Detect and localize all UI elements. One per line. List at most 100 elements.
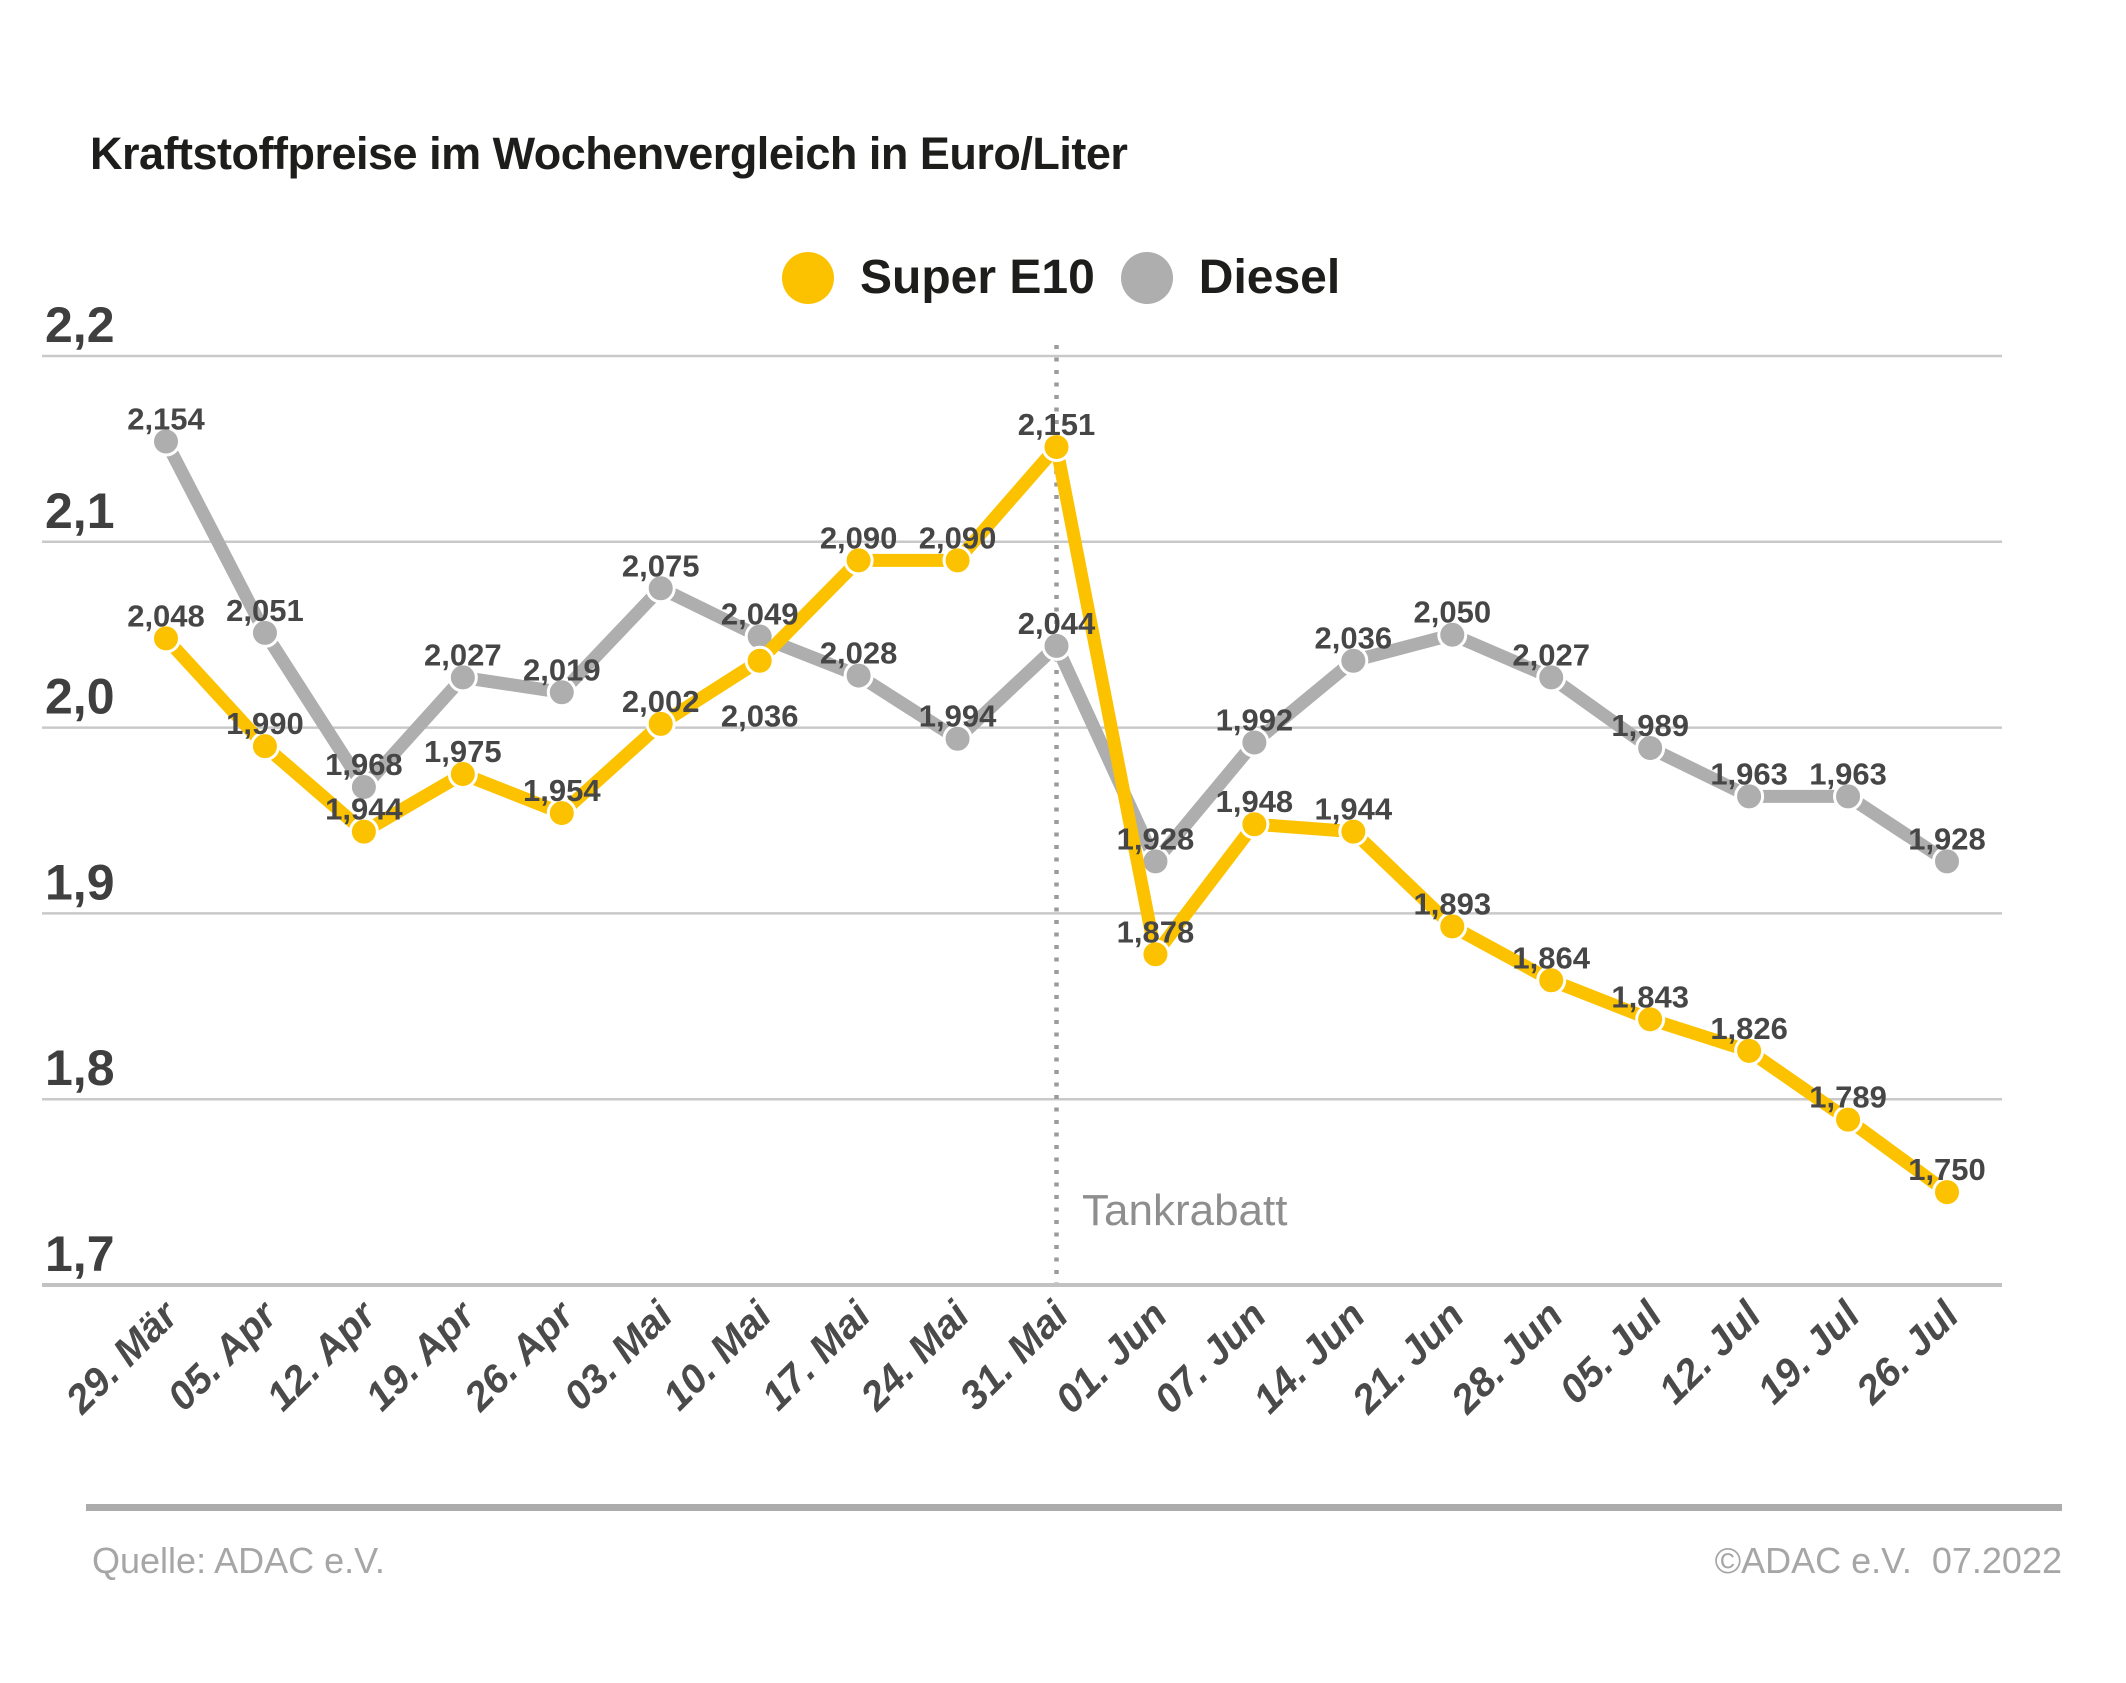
data-point-super-e10 — [348, 816, 379, 847]
data-point-super-e10 — [942, 545, 973, 576]
legend-label-diesel: Diesel — [1198, 251, 1341, 304]
data-point-label-diesel: 1,992 — [1216, 702, 1294, 737]
data-point-super-e10 — [1041, 432, 1072, 463]
data-point-super-e10 — [843, 545, 874, 576]
data-point-label-diesel: 1,963 — [1809, 756, 1887, 791]
data-point-label-diesel: 2,154 — [127, 401, 205, 436]
data-point-label-diesel: 2,027 — [1512, 637, 1590, 672]
source-text: Quelle: ADAC e.V. — [92, 1540, 385, 1581]
data-point-label-super-e10: 1,878 — [1117, 914, 1195, 949]
data-point-super-e10 — [1833, 1104, 1864, 1135]
data-point-diesel — [645, 573, 676, 604]
data-point-label-super-e10: 1,975 — [424, 734, 502, 769]
x-axis-label: 05. Apr — [159, 1292, 287, 1420]
x-axis-label: 12. Jul — [1650, 1293, 1770, 1413]
data-point-label-super-e10: 2,002 — [622, 684, 700, 719]
data-point-diesel — [1239, 727, 1270, 758]
data-point-label-diesel: 1,968 — [325, 747, 403, 782]
data-point-label-super-e10: 1,954 — [523, 773, 601, 808]
x-axis-label: 26. Jul — [1847, 1293, 1967, 1413]
data-point-diesel — [546, 677, 577, 708]
legend-dot-diesel — [1120, 251, 1173, 304]
x-axis-label: 19. Apr — [357, 1292, 485, 1420]
data-point-super-e10 — [1734, 1035, 1765, 1066]
x-axis-label: 10. Mai — [655, 1293, 781, 1419]
data-point-label-super-e10: 2,151 — [1018, 407, 1096, 442]
data-point-diesel — [942, 723, 973, 754]
data-point-label-super-e10: 2,036 — [721, 699, 799, 734]
data-point-super-e10 — [447, 759, 478, 790]
data-point-super-e10 — [1239, 809, 1270, 840]
data-point-label-diesel: 2,019 — [523, 652, 601, 687]
legend-dot-super-e10 — [782, 251, 834, 304]
data-point-diesel — [1833, 781, 1864, 812]
data-point-label-diesel: 2,044 — [1018, 606, 1096, 641]
data-point-label-diesel: 1,928 — [1117, 821, 1195, 856]
data-point-diesel — [1041, 630, 1072, 661]
x-axis-label: 07. Jun — [1146, 1293, 1275, 1422]
x-axis-label: 14. Jun — [1245, 1293, 1374, 1422]
data-point-super-e10 — [1338, 816, 1369, 847]
page-title: Kraftstoffpreise im Wochenvergleich in E… — [90, 128, 1128, 179]
data-point-label-super-e10: 1,990 — [226, 706, 304, 741]
data-point-label-super-e10: 1,864 — [1512, 940, 1590, 975]
data-point-label-diesel: 2,036 — [1315, 621, 1393, 656]
tankrabatt-annotation: Tankrabatt — [1082, 1186, 1288, 1235]
y-axis-label: 2,0 — [45, 669, 115, 725]
data-point-diesel — [843, 660, 874, 691]
x-axis-label: 03. Mai — [556, 1293, 682, 1419]
data-point-label-super-e10: 1,948 — [1216, 784, 1294, 819]
footer-divider — [86, 1504, 2062, 1511]
data-point-diesel — [151, 426, 181, 457]
data-point-label-diesel: 1,994 — [919, 699, 997, 734]
data-point-label-diesel: 2,049 — [721, 597, 799, 632]
legend-label-super-e10: Super E10 — [860, 251, 1095, 304]
x-axis-label: 05. Jul — [1551, 1293, 1671, 1413]
y-axis-label: 1,9 — [45, 854, 115, 910]
data-point-label-diesel: 2,051 — [226, 593, 304, 628]
data-point-diesel — [1734, 781, 1765, 812]
y-axis-label: 2,2 — [45, 297, 115, 353]
data-point-super-e10 — [546, 798, 577, 829]
data-point-diesel — [1338, 645, 1369, 676]
data-point-super-e10 — [645, 708, 676, 739]
data-point-diesel — [1437, 619, 1468, 650]
data-point-diesel — [1536, 662, 1567, 693]
x-axis-label: 17. Mai — [754, 1293, 880, 1419]
data-point-label-super-e10: 1,789 — [1809, 1080, 1887, 1115]
data-point-diesel — [249, 617, 280, 648]
x-axis-label: 19. Jul — [1749, 1293, 1869, 1413]
x-axis-label: 12. Apr — [258, 1292, 386, 1420]
x-axis-label: 21. Jun — [1343, 1293, 1472, 1422]
data-point-super-e10 — [151, 623, 181, 654]
data-point-super-e10 — [1437, 911, 1468, 942]
data-point-diesel — [1932, 846, 1962, 877]
data-point-label-super-e10: 2,090 — [919, 520, 997, 555]
data-point-label-super-e10: 1,826 — [1710, 1011, 1788, 1046]
data-point-label-diesel: 1,963 — [1710, 756, 1788, 791]
y-axis-label: 2,1 — [45, 483, 115, 539]
data-point-super-e10 — [1635, 1004, 1666, 1035]
data-point-label-super-e10: 1,944 — [325, 792, 403, 827]
data-point-super-e10 — [1140, 939, 1171, 970]
data-point-label-super-e10: 1,893 — [1413, 886, 1491, 921]
x-axis-label: 26. Apr — [455, 1292, 583, 1420]
data-point-label-super-e10: 1,843 — [1611, 979, 1689, 1014]
x-axis-label: 29. Mär — [57, 1292, 188, 1423]
data-point-label-super-e10: 2,090 — [820, 520, 898, 555]
x-axis-label: 28. Jun — [1442, 1293, 1571, 1422]
data-point-label-diesel: 1,928 — [1908, 821, 1986, 856]
chart-legend: Super E10 Diesel — [782, 250, 1340, 305]
data-point-diesel — [1635, 733, 1666, 764]
data-point-label-super-e10: 2,048 — [127, 598, 205, 633]
data-point-diesel — [447, 662, 478, 693]
y-axis-label: 1,7 — [45, 1226, 115, 1282]
data-point-label-diesel: 2,028 — [820, 636, 898, 671]
data-point-super-e10 — [1932, 1177, 1962, 1208]
data-point-label-diesel: 2,075 — [622, 548, 700, 583]
data-point-super-e10 — [744, 645, 775, 676]
data-point-label-diesel: 1,989 — [1611, 708, 1689, 743]
data-point-label-diesel: 2,027 — [424, 637, 502, 672]
